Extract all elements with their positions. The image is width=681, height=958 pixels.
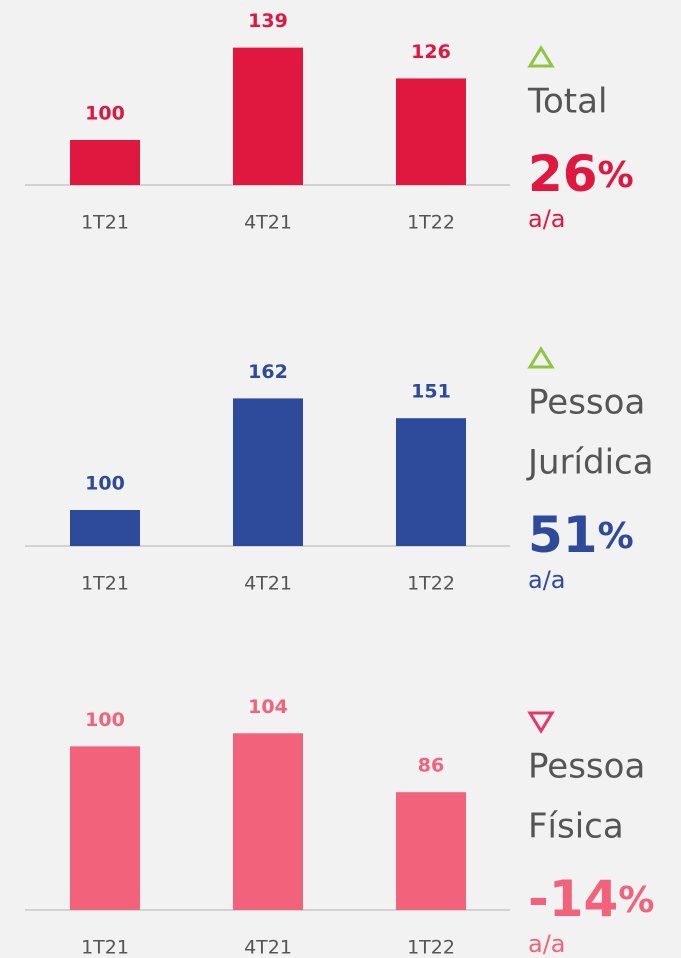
- value-label: 100: [85, 473, 125, 495]
- side-label: Pessoa: [528, 383, 645, 423]
- change-number: 51: [528, 506, 598, 564]
- change-value: -14%: [528, 870, 654, 928]
- change-note: a/a: [528, 930, 566, 958]
- value-label: 104: [248, 696, 288, 718]
- bar: [396, 418, 466, 546]
- bar: [233, 47, 303, 186]
- value-label: 100: [85, 709, 125, 731]
- bar: [70, 140, 140, 185]
- change-number: -14: [528, 870, 618, 928]
- side-label: Pessoa: [528, 747, 645, 787]
- trend-down-icon: [527, 711, 555, 734]
- bar: [396, 792, 466, 910]
- x-tick-label: 1T21: [81, 573, 129, 595]
- bar: [233, 398, 303, 546]
- trend-up-icon: [527, 45, 555, 68]
- x-tick-label: 1T22: [407, 212, 455, 234]
- value-label: 162: [248, 361, 288, 383]
- x-tick-label: 1T22: [407, 573, 455, 595]
- value-label: 86: [418, 755, 444, 777]
- change-number: 26: [528, 145, 598, 203]
- side-label: Física: [528, 807, 624, 847]
- change-note: a/a: [528, 566, 566, 594]
- change-value: 51%: [528, 506, 634, 564]
- value-label: 126: [411, 41, 451, 63]
- change-note: a/a: [528, 205, 566, 233]
- bar: [70, 510, 140, 546]
- change-unit: %: [618, 880, 654, 921]
- change-unit: %: [598, 516, 634, 557]
- x-tick-label: 4T21: [244, 573, 292, 595]
- change-unit: %: [598, 155, 634, 196]
- bar: [233, 733, 303, 910]
- value-label: 100: [85, 103, 125, 125]
- change-value: 26%: [528, 145, 634, 203]
- x-tick-label: 1T21: [81, 937, 129, 958]
- x-tick-label: 4T21: [244, 212, 292, 234]
- side-label: Jurídica: [526, 443, 654, 483]
- bar: [396, 78, 466, 185]
- x-tick-label: 1T22: [407, 937, 455, 958]
- side-label: Total: [527, 82, 607, 122]
- value-label: 151: [411, 381, 451, 403]
- value-label: 139: [248, 10, 288, 32]
- trend-up-icon: [527, 346, 555, 369]
- bar: [70, 746, 140, 910]
- x-tick-label: 1T21: [81, 212, 129, 234]
- x-tick-label: 4T21: [244, 937, 292, 958]
